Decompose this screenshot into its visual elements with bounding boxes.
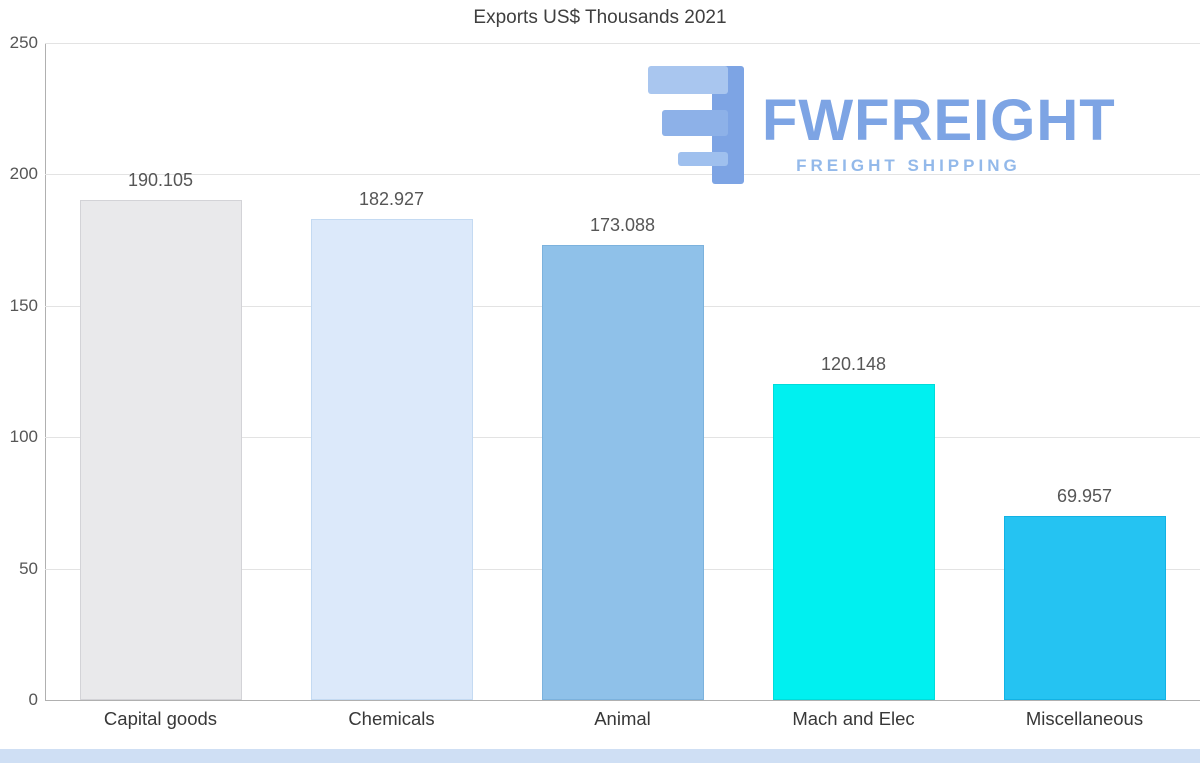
gridline: [45, 43, 1200, 44]
y-tick-label: 200: [9, 164, 38, 184]
fwfreight-logo: FWFREIGHT FREIGHT SHIPPING: [648, 66, 1116, 184]
bar-value-label: 173.088: [589, 215, 656, 236]
bar-miscellaneous[interactable]: [1003, 516, 1166, 700]
y-tick-label: 250: [9, 33, 38, 52]
x-category-label: Miscellaneous: [1025, 708, 1144, 729]
bar-value-label: 182.927: [358, 189, 425, 210]
x-category-label: Capital goods: [103, 708, 218, 729]
y-tick-label: 150: [9, 295, 38, 315]
bar-slot: 69.957: [969, 43, 1200, 700]
bar-animal[interactable]: [541, 245, 704, 700]
fw-logo-mark-icon: [648, 66, 744, 184]
logo-title: FWFREIGHT: [762, 88, 1116, 153]
bar-value-label: 69.957: [1056, 486, 1113, 507]
y-axis: 0 50 100 150 200 250: [0, 33, 38, 709]
bar-slot: 120.148: [738, 43, 969, 700]
bar-capital-goods[interactable]: [79, 200, 242, 700]
gridline: [45, 174, 1200, 176]
bar-value-label: 120.148: [820, 354, 887, 375]
y-tick-label: 0: [28, 690, 38, 709]
footer-strip: [0, 749, 1200, 763]
bar-chemicals[interactable]: [310, 219, 473, 700]
plot-area: 190.105 182.927 173.088 120.148 69.957: [45, 43, 1200, 701]
x-axis-labels: Capital goods Chemicals Animal Mach and Ele…: [45, 708, 1200, 730]
bar-slot: 182.927: [276, 43, 507, 700]
x-axis-line: [45, 700, 1200, 701]
logo-subtitle: FREIGHT SHIPPING: [796, 156, 1021, 175]
y-tick-label: 50: [19, 558, 38, 578]
bar-mach-and-elec[interactable]: [772, 384, 935, 700]
y-tick-label: 100: [9, 427, 38, 447]
bars: 190.105 182.927 173.088 120.148 69.957: [45, 43, 1200, 700]
logo-text: FWFREIGHT FREIGHT SHIPPING: [762, 66, 1116, 176]
bar-slot: 173.088: [507, 43, 738, 700]
x-category-label: Animal: [594, 708, 651, 729]
y-axis-line: [45, 43, 46, 700]
x-category-label: Chemicals: [348, 708, 435, 729]
bar-value-label: 190.105: [127, 170, 194, 191]
chart-title: Exports US$ Thousands 2021: [473, 7, 727, 28]
bar-slot: 190.105: [45, 43, 276, 700]
x-category-label: Mach and Elec: [792, 708, 915, 729]
